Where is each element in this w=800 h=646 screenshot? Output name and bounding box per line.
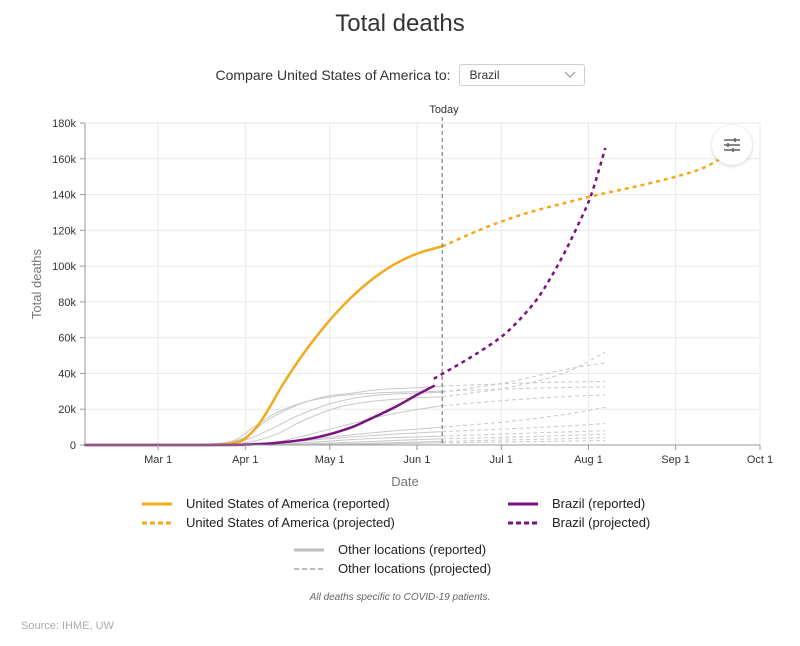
y-axis-title: Total deaths: [29, 248, 44, 319]
other-location-reported-line: [211, 396, 443, 446]
legend-other-reported[interactable]: Other locations (reported): [294, 542, 486, 557]
legend-swatch-dashed: [142, 521, 172, 524]
x-tick-label: Jul 1: [490, 454, 513, 466]
y-tick-label: 20k: [58, 404, 76, 416]
legend-brazil-projected[interactable]: Brazil (projected): [508, 515, 650, 530]
legend-brazil-reported[interactable]: Brazil (reported): [508, 496, 645, 511]
chevron-down-icon: [564, 71, 575, 78]
other-location-projected-line: [442, 440, 606, 444]
y-tick-label: 140k: [52, 190, 76, 202]
legend-swatch-solid: [294, 548, 324, 551]
y-tick-label: 80k: [58, 297, 76, 309]
chart-title: Total deaths: [335, 10, 465, 37]
legend-label: United States of America (reported): [186, 496, 390, 511]
legend-other-projected[interactable]: Other locations (projected): [294, 561, 491, 576]
other-location-projected-line: [442, 381, 606, 387]
legend-swatch-dashed: [294, 567, 324, 570]
y-tick-label: 180k: [52, 118, 76, 130]
compare-row: Compare United States of America to: Bra…: [0, 62, 800, 88]
other-location-projected-line: [442, 430, 606, 437]
legend-label: Brazil (projected): [552, 515, 651, 530]
other-location-projected-line: [442, 394, 606, 407]
compare-country-select[interactable]: Brazil: [458, 64, 585, 86]
other-location-projected-line: [442, 406, 606, 428]
y-tick-label: 120k: [52, 225, 76, 237]
y-tick-label: 60k: [58, 333, 76, 345]
legend-swatch-solid: [142, 502, 172, 505]
brazil-projected-line: [433, 147, 607, 380]
us-projected-line: [441, 139, 750, 248]
chart-note: All deaths specific to COVID-19 patients…: [309, 592, 491, 603]
x-tick-label: Aug 1: [574, 454, 603, 466]
sliders-icon: [724, 138, 740, 152]
other-location-projected-line: [442, 362, 606, 393]
us-reported-line: [83, 245, 444, 447]
other-location-projected-line: [442, 433, 606, 440]
compare-label: Compare United States of America to:: [215, 67, 451, 83]
legend-us-reported[interactable]: United States of America (reported): [142, 496, 390, 511]
x-tick-label: May 1: [315, 454, 345, 466]
other-location-projected-line: [442, 351, 606, 398]
legend-us-projected[interactable]: United States of America (projected): [142, 515, 395, 530]
source-credit: Source: IHME, UW: [21, 620, 114, 632]
compare-selected-value: Brazil: [469, 68, 500, 82]
legend-label: Other locations (reported): [338, 542, 487, 557]
x-tick-label: Oct 1: [747, 454, 773, 466]
x-tick-label: Apr 1: [232, 454, 258, 466]
x-tick-label: Sep 1: [661, 454, 690, 466]
other-location-projected-line: [442, 437, 606, 442]
y-tick-label: 100k: [52, 261, 76, 273]
axes: 0 20k 40k 60k 80k 100k 120k 140k 160k 180k Mar 1 Ap…: [52, 117, 773, 466]
grid: [85, 122, 761, 445]
legend-label: Other locations (projected): [338, 561, 492, 576]
other-location-reported-line: [197, 390, 443, 446]
legend-label: United States of America (projected): [186, 515, 395, 530]
y-tick-label: 160k: [52, 154, 76, 166]
y-tick-label: 0: [70, 440, 76, 452]
x-axis-title: Date: [391, 474, 418, 489]
y-tick-label: 40k: [58, 368, 76, 380]
x-tick-label: Jun 1: [403, 454, 430, 466]
x-tick-label: Mar 1: [144, 454, 172, 466]
legend-swatch-solid: [508, 502, 538, 505]
other-location-reported-line: [197, 391, 443, 446]
other-locations-lines: [197, 351, 606, 446]
legend-label: Brazil (reported): [552, 496, 646, 511]
today-label: Today: [429, 104, 459, 116]
legend-swatch-dashed: [508, 521, 538, 524]
other-location-projected-line: [442, 386, 606, 392]
chart-settings-button[interactable]: [712, 125, 752, 165]
